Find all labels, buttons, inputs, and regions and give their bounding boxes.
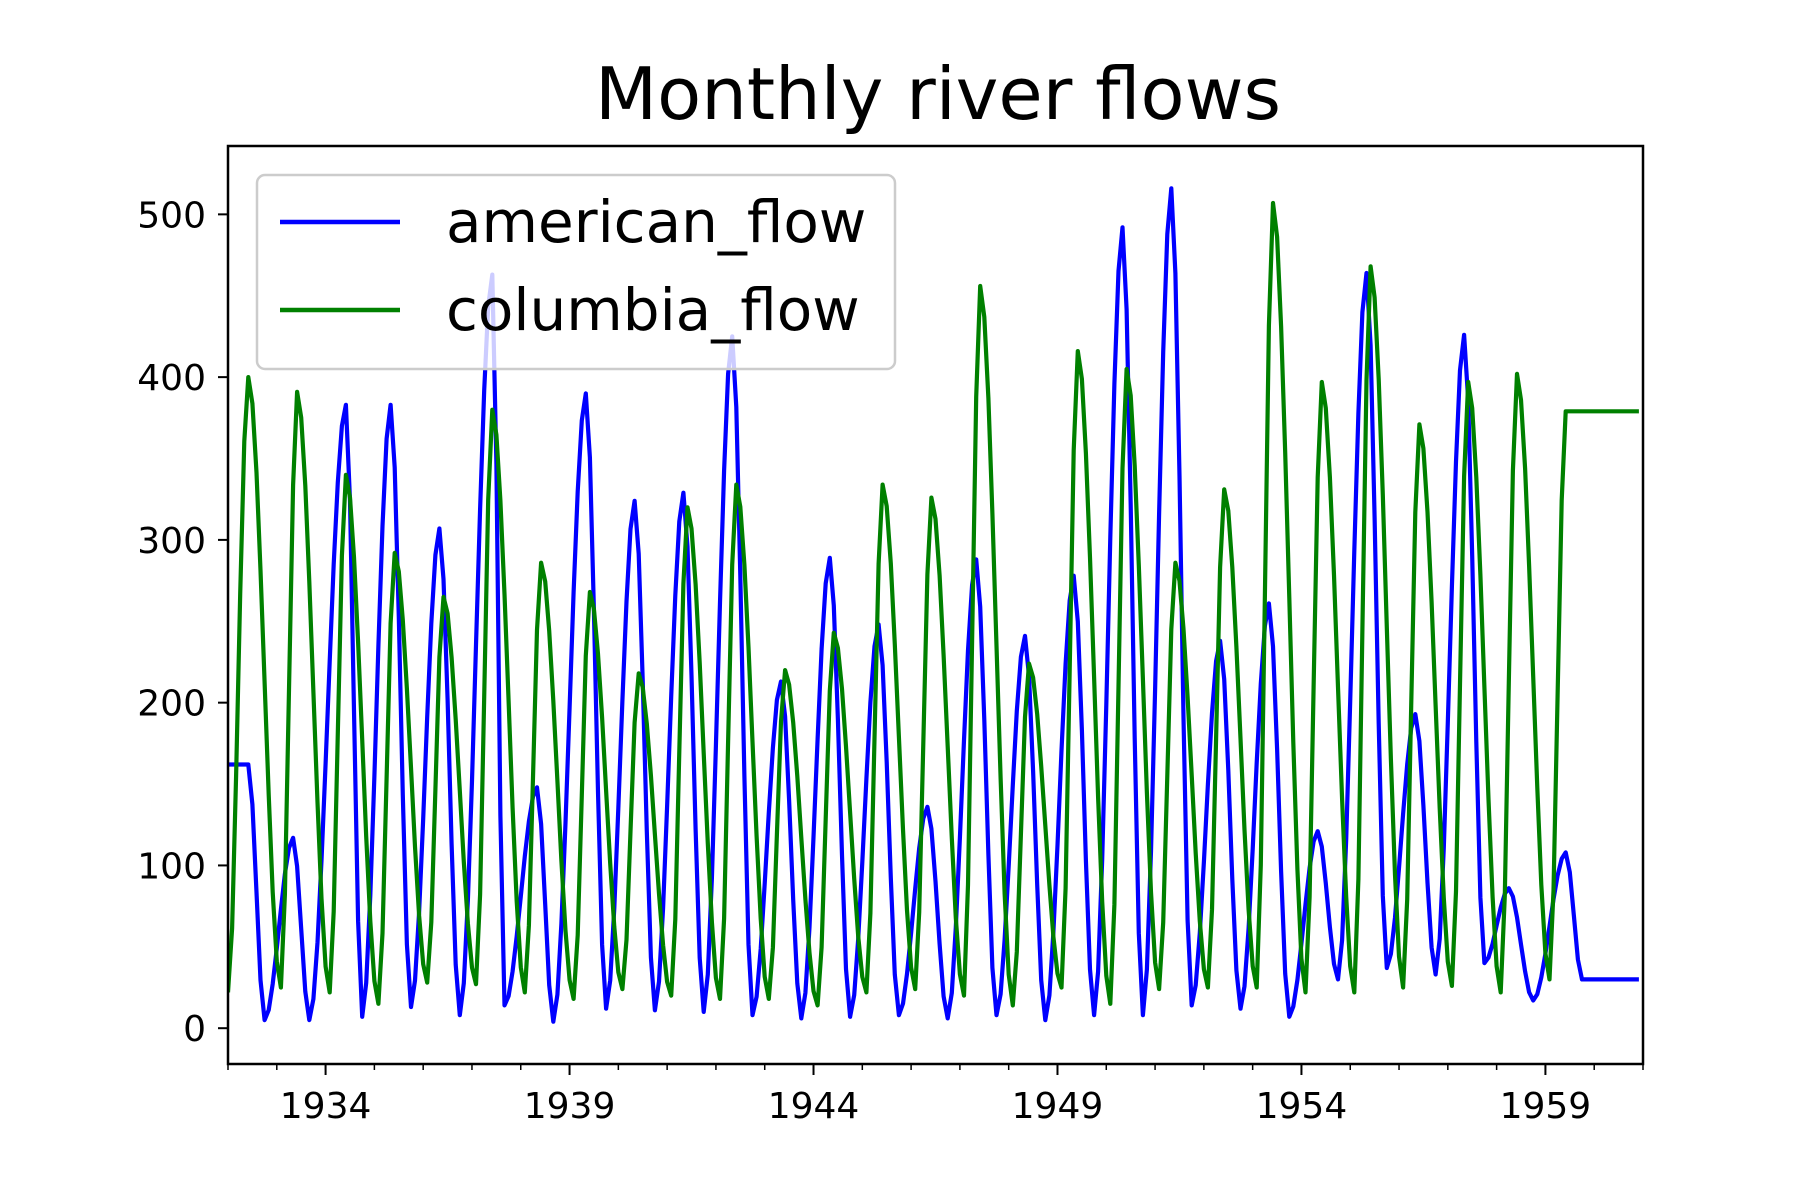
axes-layer: 0 100 200 300 400 500 1934 1939 1944 1949 1954 1959 (137, 195, 1644, 1127)
plot-frame (226, 144, 1645, 1066)
x-tick-label: 1934 (280, 1086, 372, 1127)
y-tick-label: 200 (137, 684, 206, 725)
x-tick-label: 1944 (768, 1086, 860, 1127)
x-tick-label: 1949 (1012, 1086, 1104, 1127)
series-line-american_flow (228, 186, 1639, 1024)
y-tick-label: 0 (183, 1009, 206, 1050)
x-tick-label: 1954 (1256, 1086, 1348, 1127)
legend-label-american_flow: american_flow (446, 188, 866, 256)
legend: american_flow columbia_flow (255, 173, 897, 371)
legend-box (255, 173, 897, 371)
y-tick-label: 100 (137, 846, 206, 887)
x-tick-label: 1939 (524, 1086, 616, 1127)
y-tick-label: 500 (137, 195, 206, 236)
legend-label-columbia_flow: columbia_flow (446, 276, 860, 344)
y-tick-label: 300 (137, 521, 206, 562)
y-tick-label: 400 (137, 358, 206, 399)
plot-layer (228, 186, 1639, 1024)
series-line-columbia_flow (228, 200, 1639, 1008)
chart-title: Monthly river flows (595, 52, 1281, 136)
x-tick-label: 1959 (1500, 1086, 1592, 1127)
